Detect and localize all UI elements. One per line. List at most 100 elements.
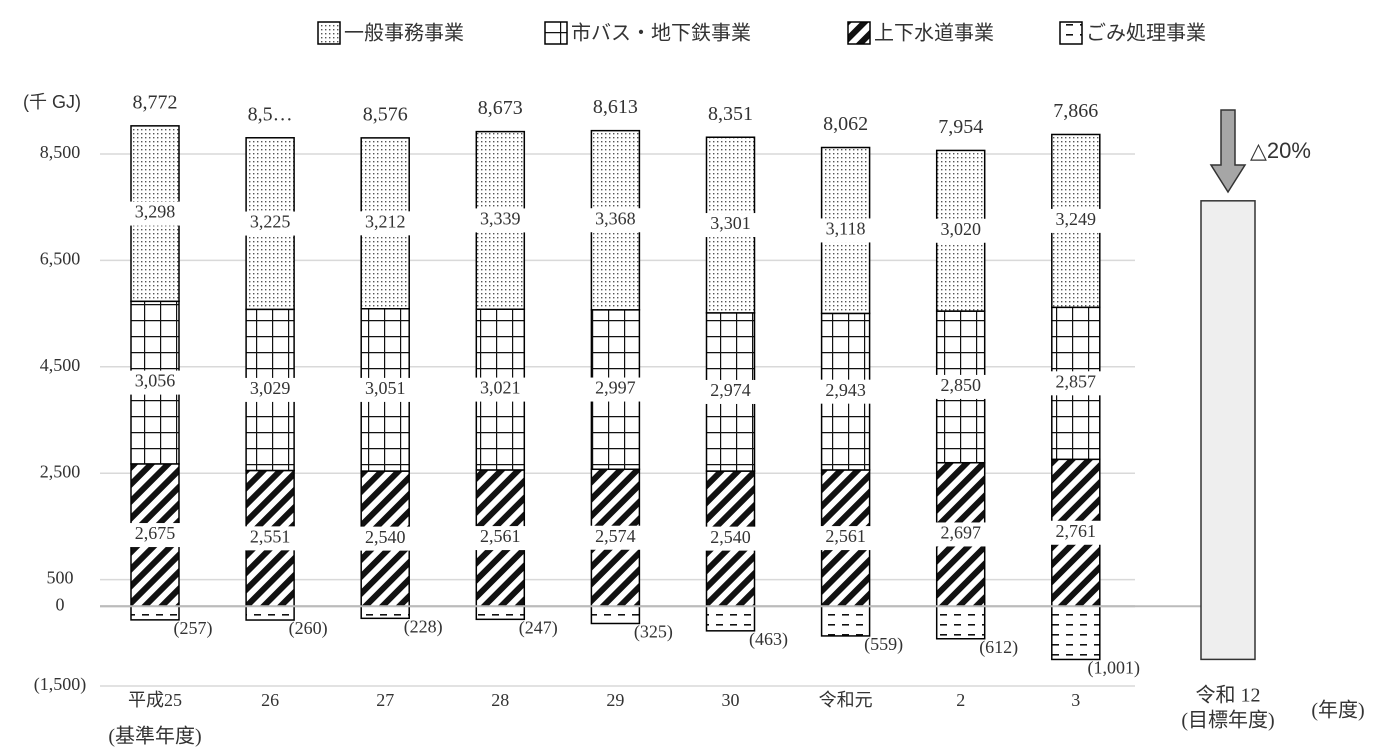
total-label: 8,062: [823, 113, 868, 135]
x-tick-label: 28: [491, 690, 509, 710]
x-unit: (年度): [1311, 699, 1364, 722]
total-label: 8,5…: [248, 103, 293, 125]
value-label: 3,118: [826, 219, 866, 239]
value-label: 2,540: [365, 527, 406, 547]
value-label: (463): [749, 629, 788, 650]
total-label: 8,772: [133, 91, 178, 113]
value-label: 3,249: [1056, 209, 1097, 229]
total-label: 8,576: [363, 103, 408, 125]
legend-label: ごみ処理事業: [1086, 21, 1206, 44]
value-label: 2,540: [710, 527, 751, 547]
total-label: 7,954: [938, 116, 983, 138]
target-arrow: [1209, 109, 1247, 194]
value-label: (260): [289, 618, 328, 639]
value-label: 2,974: [710, 380, 751, 400]
legend-swatch: [544, 21, 568, 45]
y-tick-label: (1,500): [34, 674, 87, 695]
value-label: (257): [174, 618, 213, 639]
total-label: 8,351: [708, 103, 753, 125]
value-label: (228): [404, 616, 443, 637]
x-tick-label: 令和元: [819, 690, 873, 710]
value-label: 3,298: [135, 202, 176, 222]
bar-segment: [820, 605, 871, 637]
legend-swatch: [1059, 21, 1083, 45]
bar-segment: [705, 605, 756, 632]
value-label: 3,339: [480, 209, 521, 229]
x-tick-note: (基準年度): [108, 725, 201, 748]
value-label: 2,697: [940, 523, 981, 543]
legend-swatch: [847, 21, 871, 45]
value-label: 3,212: [365, 211, 406, 231]
value-label: 2,943: [825, 380, 866, 400]
value-label: 3,225: [250, 212, 291, 232]
legend-swatch: [317, 21, 341, 45]
label-background: [579, 208, 652, 233]
x-tick-label: 2: [956, 690, 965, 710]
y-tick-label: 0: [56, 594, 65, 614]
x-tick-label: 3: [1071, 690, 1080, 710]
value-label: (559): [864, 634, 903, 655]
value-label: 3,301: [710, 213, 751, 233]
value-label: 2,561: [825, 526, 866, 546]
label-background: [694, 213, 767, 238]
label-background: [924, 374, 997, 399]
label-background: [809, 526, 882, 551]
bar-segment: [130, 605, 180, 621]
label-background: [809, 379, 882, 404]
y-tick-label: 6,500: [40, 249, 81, 269]
value-label: 2,675: [135, 523, 176, 543]
label-background: [464, 377, 537, 402]
label-background: [809, 218, 882, 243]
x-tick-label: 26: [261, 690, 279, 710]
label-background: [119, 523, 191, 548]
value-label: (1,001): [1088, 658, 1141, 679]
label-background: [349, 377, 422, 402]
bar-segment: [590, 605, 641, 625]
value-label: 2,761: [1056, 521, 1097, 541]
label-background: [1039, 371, 1112, 396]
value-label: 3,021: [480, 378, 521, 398]
value-label: 3,020: [940, 219, 981, 239]
label-background: [1039, 520, 1112, 545]
label-background: [119, 201, 191, 226]
label-background: [234, 526, 307, 551]
label-background: [1039, 208, 1112, 233]
bar-segment: [935, 605, 986, 640]
bar-segment: [475, 605, 526, 621]
label-background: [234, 211, 307, 236]
y-tick-label: 8,500: [40, 142, 81, 162]
value-label: 2,574: [595, 526, 636, 546]
label-background: [924, 522, 997, 547]
bar-segment: [245, 605, 295, 621]
value-label: 2,857: [1056, 371, 1097, 391]
x-tick-label: 27: [376, 690, 394, 710]
label-background: [464, 208, 537, 233]
label-background: [579, 525, 652, 550]
label-background: [694, 379, 767, 404]
target-note: (目標年度): [1181, 709, 1274, 732]
target-bar: [1200, 200, 1256, 661]
label-background: [924, 218, 997, 243]
y-unit: (千 GJ): [23, 92, 81, 112]
y-tick-label: 500: [47, 568, 74, 588]
value-label: (247): [519, 617, 558, 638]
value-label: (325): [634, 622, 673, 643]
y-tick-label: 4,500: [40, 355, 81, 375]
legend: 一般事務事業 市バス・地下鉄事業 上下水道事業 ごみ処理事業: [317, 21, 1206, 45]
label-background: [579, 377, 652, 402]
total-label: 8,613: [593, 96, 638, 118]
target-label: 令和 12: [1196, 684, 1261, 707]
label-background: [694, 526, 767, 551]
value-label: (612): [979, 637, 1018, 658]
legend-label: 市バス・地下鉄事業: [571, 21, 751, 44]
label-background: [349, 526, 422, 551]
bar-segment: [1051, 605, 1101, 661]
label-background: [349, 211, 422, 236]
label-background: [234, 377, 307, 402]
y-tick-label: 2,500: [40, 461, 81, 481]
value-label: 3,368: [595, 208, 636, 228]
x-tick-label: 30: [722, 690, 740, 710]
target-annotation: △20%: [1250, 138, 1311, 163]
value-label: 3,056: [135, 371, 176, 391]
